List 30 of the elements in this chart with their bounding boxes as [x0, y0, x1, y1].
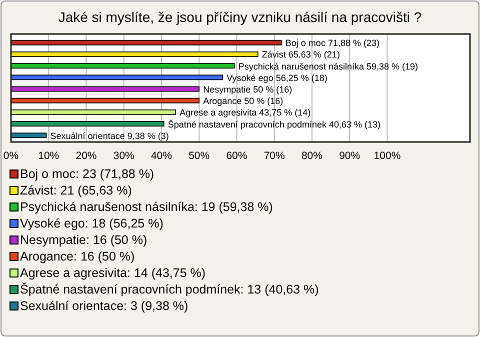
legend-label: Vysoké ego: 18 (56,25 %)	[20, 216, 164, 230]
x-tick-label: 80%	[301, 150, 322, 162]
x-tick-label: 20%	[76, 150, 97, 162]
data-label: Sexuální orientace 9,38 % (3)	[50, 130, 169, 141]
x-tick-label: 30%	[113, 150, 134, 162]
x-tick-label: 100%	[374, 150, 401, 162]
x-tick-label: 90%	[339, 150, 360, 162]
data-label: Nesympatie 50 % (16)	[203, 84, 292, 94]
legend-label: Psychická narušenost násilníka: 19 (59,38 %)	[20, 200, 273, 214]
data-label: Vysoké ego 56,25 % (18)	[226, 72, 328, 83]
legend-label: Arogance: 16 (50 %)	[20, 250, 135, 264]
legend-label: Boj o moc: 23 (71,88 %)	[20, 167, 154, 181]
x-tick-label: 10%	[38, 150, 60, 162]
chart-title: Jaké si myslíte, že jsou příčiny vzniku násilí na pracovišti ?	[58, 9, 422, 25]
data-label: Psychická narušenost násilníka 59,38 % (19)	[238, 61, 418, 72]
legend-label: Sexuální orientace: 3 (9,38 %)	[20, 299, 188, 313]
legend-label: Nesympatie: 16 (50 %)	[20, 233, 148, 247]
legend-label: Špatné nastavení pracovních podmínek: 13 (40,63 %)	[20, 282, 319, 296]
data-label: Boj o moc 71,88 % (23)	[285, 38, 380, 48]
x-tick-label: 40%	[150, 150, 172, 162]
x-tick-label: 50%	[188, 150, 210, 162]
data-label: Závist 65,63 % (21)	[262, 50, 340, 60]
x-tick-label: 60%	[226, 150, 248, 162]
x-tick-label: 0%	[3, 150, 19, 162]
data-label: Arogance 50 % (16)	[203, 96, 284, 106]
data-label: Špatné nastavení pracovních podmínek 40,63 % (13)	[168, 119, 381, 130]
legend-label: Závist: 21 (65,63 %)	[20, 184, 132, 198]
x-tick-label: 70%	[264, 150, 285, 162]
legend-label: Agrese a agresivita: 14 (43,75 %)	[20, 266, 206, 280]
data-label: Agrese a agresivita 43,75 % (14)	[180, 108, 311, 118]
